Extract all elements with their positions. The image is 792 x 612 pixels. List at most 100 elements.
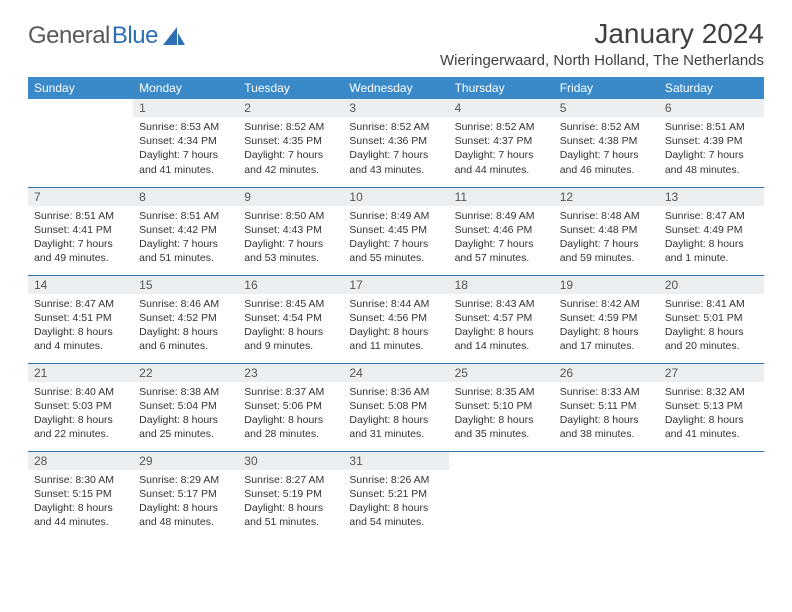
calendar-day-cell: 14Sunrise: 8:47 AMSunset: 4:51 PMDayligh… — [28, 275, 133, 363]
sunset-line: Sunset: 5:06 PM — [244, 400, 322, 412]
daylight-line: Daylight: 7 hours and 46 minutes. — [560, 149, 639, 175]
day-number: 20 — [659, 276, 764, 294]
sunrise-line: Sunrise: 8:29 AM — [139, 474, 219, 486]
day-details: Sunrise: 8:30 AMSunset: 5:15 PMDaylight:… — [28, 470, 133, 534]
sunset-line: Sunset: 4:52 PM — [139, 312, 217, 324]
sunset-line: Sunset: 5:10 PM — [455, 400, 533, 412]
day-details: Sunrise: 8:47 AMSunset: 4:51 PMDaylight:… — [28, 294, 133, 358]
day-details: Sunrise: 8:49 AM Sunset: 4:45 PM Daylight:… — [343, 206, 448, 270]
location-subtitle: Wieringerwaard, North Holland, The Nethe… — [28, 52, 764, 69]
daylight-line: Daylight: 8 hours and 48 minutes. — [139, 502, 218, 528]
daylight-line: Daylight: 8 hours and 35 minutes. — [455, 414, 534, 440]
sunrise-line: Sunrise: 8:30 AM — [34, 474, 114, 486]
calendar-table: SundayMondayTuesdayWednesdayThursdayFrid… — [28, 77, 764, 539]
day-details: Sunrise: 8:53 AMSunset: 4:34 PMDaylight:… — [133, 117, 238, 181]
day-number: 8 — [133, 188, 238, 206]
daylight-line: Daylight: 8 hours and 17 minutes. — [560, 326, 639, 352]
daylight-line: Daylight: 7 hours and 55 minutes. — [349, 238, 428, 264]
day-number: 21 — [28, 364, 133, 382]
calendar-day-cell: 18Sunrise: 8:43 AMSunset: 4:57 PMDayligh… — [449, 275, 554, 363]
day-number: 12 — [554, 188, 659, 206]
sunset-line: Sunset: 5:13 PM — [665, 400, 743, 412]
daylight-line: Daylight: 7 hours and 42 minutes. — [244, 149, 323, 175]
daylight-line: Daylight: 8 hours and 25 minutes. — [139, 414, 218, 440]
sunset-line: Sunset: 4:49 PM — [665, 224, 743, 236]
day-number: 10 — [343, 188, 448, 206]
calendar-day-cell: 15Sunrise: 8:46 AMSunset: 4:52 PMDayligh… — [133, 275, 238, 363]
day-number: 23 — [238, 364, 343, 382]
calendar-day-cell: 28Sunrise: 8:30 AMSunset: 5:15 PMDayligh… — [28, 451, 133, 539]
day-number: 29 — [133, 452, 238, 470]
sunset-line: Sunset: 4:59 PM — [560, 312, 638, 324]
daylight-line: Daylight: 8 hours and 4 minutes. — [34, 326, 113, 352]
daylight-line: Daylight: 8 hours and 6 minutes. — [139, 326, 218, 352]
calendar-day-cell: 17Sunrise: 8:44 AMSunset: 4:56 PMDayligh… — [343, 275, 448, 363]
day-number: 2 — [238, 99, 343, 117]
sunset-line: Sunset: 5:15 PM — [34, 488, 112, 500]
calendar-empty-cell — [449, 451, 554, 539]
day-number: 11 — [449, 188, 554, 206]
sunrise-line: Sunrise: 8:53 AM — [139, 121, 219, 133]
calendar-day-cell: 6Sunrise: 8:51 AMSunset: 4:39 PMDaylight… — [659, 99, 764, 187]
daylight-line: Daylight: 8 hours and 51 minutes. — [244, 502, 323, 528]
day-details: Sunrise: 8:27 AMSunset: 5:19 PMDaylight:… — [238, 470, 343, 534]
daylight-line: Daylight: 8 hours and 9 minutes. — [244, 326, 323, 352]
day-details: Sunrise: 8:42 AMSunset: 4:59 PMDaylight:… — [554, 294, 659, 358]
sunset-line: Sunset: 4:42 PM — [139, 224, 217, 236]
sunset-line: Sunset: 4:54 PM — [244, 312, 322, 324]
sunrise-line: Sunrise: 8:45 AM — [244, 298, 324, 310]
daylight-line: Daylight: 8 hours and 54 minutes. — [349, 502, 428, 528]
day-details: Sunrise: 8:33 AMSunset: 5:11 PMDaylight:… — [554, 382, 659, 446]
day-details: Sunrise: 8:51 AMSunset: 4:41 PMDaylight:… — [28, 206, 133, 270]
sunset-line: Sunset: 5:03 PM — [34, 400, 112, 412]
sunset-line: Sunset: 5:01 PM — [665, 312, 743, 324]
calendar-empty-cell — [659, 451, 764, 539]
day-details: Sunrise: 8:38 AMSunset: 5:04 PMDaylight:… — [133, 382, 238, 446]
day-number: 9 — [238, 188, 343, 206]
day-number: 17 — [343, 276, 448, 294]
sunrise-line: Sunrise: 8:26 AM — [349, 474, 429, 486]
sunrise-line: Sunrise: 8:38 AM — [139, 386, 219, 398]
sunrise-line: Sunrise: 8:35 AM — [455, 386, 535, 398]
calendar-day-cell: 31Sunrise: 8:26 AMSunset: 5:21 PMDayligh… — [343, 451, 448, 539]
calendar-day-cell: 25 Sunrise: 8:35 AM Sunset: 5:10 PM Dayligh… — [449, 363, 554, 451]
day-number: 31 — [343, 452, 448, 470]
calendar-day-cell: 5Sunrise: 8:52 AMSunset: 4:38 PMDaylight… — [554, 99, 659, 187]
brand-part1: General — [28, 22, 110, 50]
day-number: 13 — [659, 188, 764, 206]
weekday-header: Thursday — [449, 77, 554, 99]
sunrise-line: Sunrise: 8:41 AM — [665, 298, 745, 310]
calendar-day-cell: 19Sunrise: 8:42 AMSunset: 4:59 PMDayligh… — [554, 275, 659, 363]
daylight-line: Daylight: 8 hours and 20 minutes. — [665, 326, 744, 352]
day-number: 24 — [343, 364, 448, 382]
day-number: 30 — [238, 452, 343, 470]
sunrise-line: Sunrise: 8:52 AM — [244, 121, 324, 133]
calendar-day-cell: 22Sunrise: 8:38 AMSunset: 5:04 PMDayligh… — [133, 363, 238, 451]
sunset-line: Sunset: 4:35 PM — [244, 135, 322, 147]
daylight-line: Daylight: 7 hours and 44 minutes. — [455, 149, 534, 175]
daylight-line: Daylight: 7 hours and 57 minutes. — [455, 238, 534, 264]
sunset-line: Sunset: 4:45 PM — [349, 224, 427, 236]
weekday-header: Wednesday — [343, 77, 448, 99]
day-number: 28 — [28, 452, 133, 470]
day-details: Sunrise: 8:44 AMSunset: 4:56 PMDaylight:… — [343, 294, 448, 358]
sunrise-line: Sunrise: 8:51 AM — [665, 121, 745, 133]
sunrise-line: Sunrise: 8:49 AM — [349, 210, 429, 222]
day-details: Sunrise: 8:32 AMSunset: 5:13 PMDaylight:… — [659, 382, 764, 446]
day-details: Sunrise: 8:35 AM Sunset: 5:10 PM Daylight:… — [449, 382, 554, 446]
calendar-day-cell: 27Sunrise: 8:32 AMSunset: 5:13 PMDayligh… — [659, 363, 764, 451]
day-number: 25 — [449, 364, 554, 382]
weekday-header: Friday — [554, 77, 659, 99]
day-number: 4 — [449, 99, 554, 117]
daylight-line: Daylight: 7 hours and 59 minutes. — [560, 238, 639, 264]
calendar-day-cell: 2 Sunrise: 8:52 AM Sunset: 4:35 PM Daylight… — [238, 99, 343, 187]
day-details: Sunrise: 8:51 AMSunset: 4:42 PMDaylight:… — [133, 206, 238, 270]
sunset-line: Sunset: 4:39 PM — [665, 135, 743, 147]
calendar-week-row: 1Sunrise: 8:53 AMSunset: 4:34 PMDaylight… — [28, 99, 764, 187]
day-details: Sunrise: 8:37 AMSunset: 5:06 PMDaylight:… — [238, 382, 343, 446]
daylight-line: Daylight: 7 hours and 51 minutes. — [139, 238, 218, 264]
sunset-line: Sunset: 4:46 PM — [455, 224, 533, 236]
sunset-line: Sunset: 4:38 PM — [560, 135, 638, 147]
weekday-header: Tuesday — [238, 77, 343, 99]
calendar-day-cell: 4Sunrise: 8:52 AMSunset: 4:37 PMDaylight… — [449, 99, 554, 187]
